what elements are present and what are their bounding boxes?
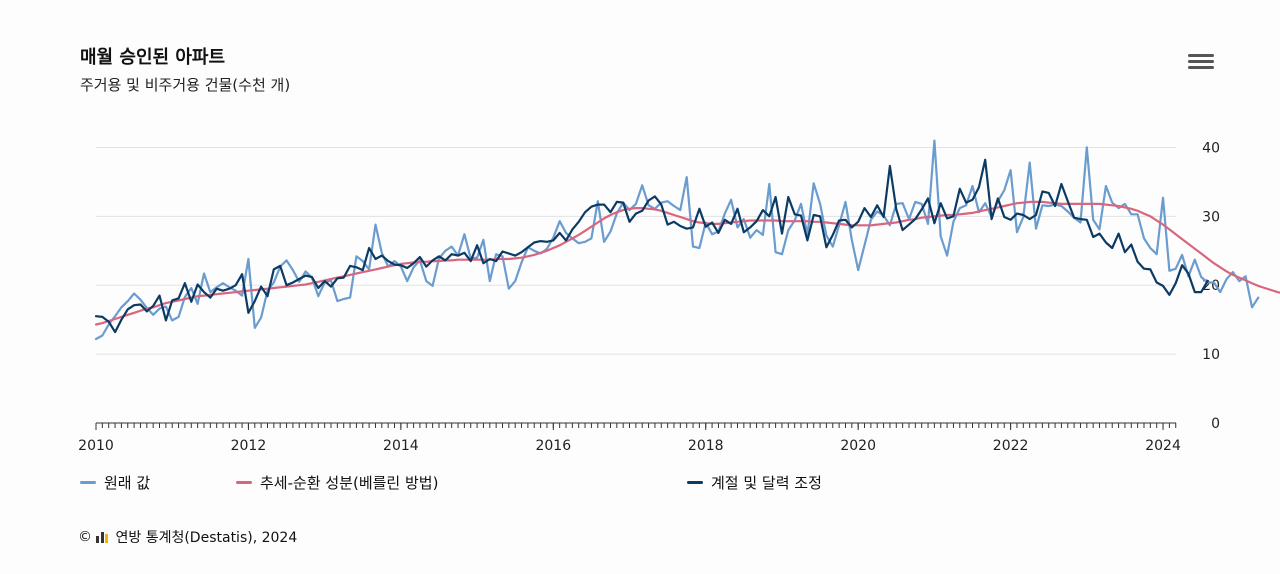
legend-item-adjusted[interactable]: 계절 및 달력 조정 — [687, 472, 822, 493]
x-tick-label: 2016 — [535, 438, 571, 454]
legend-label: 추세-순환 성분(베를린 방법) — [260, 474, 439, 492]
legend-item-trend[interactable]: 추세-순환 성분(베를린 방법) — [236, 472, 438, 493]
destatis-logo-icon — [96, 531, 110, 543]
credit: © 연방 통계청(Destatis), 2024 — [78, 527, 297, 547]
x-tick-label: 2018 — [688, 438, 724, 454]
x-tick-label: 2010 — [78, 438, 114, 454]
x-tick-label: 2022 — [993, 438, 1029, 454]
y-tick-label: 10 — [1202, 347, 1220, 363]
x-tick-label: 2024 — [1145, 438, 1181, 454]
series-line-2 — [94, 200, 1280, 326]
y-tick-label: 40 — [1202, 140, 1220, 156]
x-tick-label: 2020 — [840, 438, 876, 454]
legend-swatch — [236, 481, 252, 484]
hamburger-menu-icon[interactable] — [1186, 52, 1216, 78]
copyright-symbol: © — [78, 529, 92, 545]
legend-label: 원래 값 — [104, 474, 151, 492]
legend-swatch — [687, 481, 703, 484]
legend-label: 계절 및 달력 조정 — [711, 474, 822, 492]
series-line-1 — [94, 139, 1260, 341]
chart-title: 매월 승인된 아파트 — [80, 47, 226, 68]
chart-subtitle: 주거용 및 비주거용 건물(수천 개) — [80, 76, 291, 94]
x-tick-label: 2014 — [383, 438, 419, 454]
x-tick-label: 2012 — [231, 438, 267, 454]
credit-text[interactable]: 연방 통계청(Destatis), 2024 — [115, 530, 298, 546]
legend-swatch — [80, 481, 96, 484]
legend-item-original[interactable]: 원래 값 — [80, 472, 150, 493]
y-tick-label: 30 — [1202, 209, 1220, 225]
y-tick-label: 0 — [1211, 416, 1220, 432]
series-line-3 — [94, 158, 1209, 334]
